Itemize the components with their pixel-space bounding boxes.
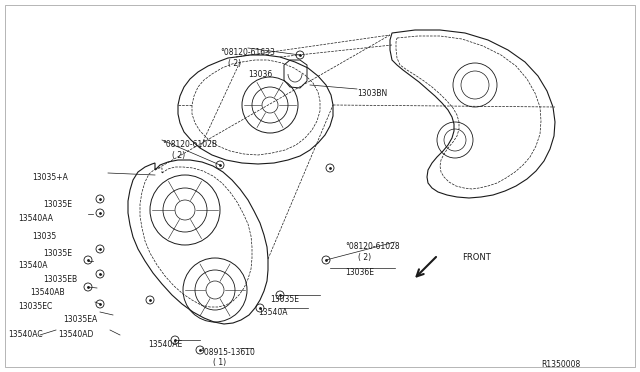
- Text: 13540AE: 13540AE: [148, 340, 182, 349]
- Text: 13035EB: 13035EB: [43, 275, 77, 284]
- Text: ( 2): ( 2): [358, 253, 371, 262]
- Text: 13035: 13035: [32, 232, 56, 241]
- Text: 13035E: 13035E: [270, 295, 299, 304]
- Text: °08120-61633: °08120-61633: [220, 48, 275, 57]
- Text: 13036: 13036: [248, 70, 272, 79]
- Text: °08120-6102B: °08120-6102B: [162, 140, 217, 149]
- Text: 13540AC: 13540AC: [8, 330, 43, 339]
- Text: ( 2): ( 2): [228, 59, 241, 68]
- Text: °08915-13610: °08915-13610: [200, 348, 255, 357]
- Text: 13540A: 13540A: [18, 261, 47, 270]
- Text: 13540A: 13540A: [258, 308, 287, 317]
- Text: 13540AD: 13540AD: [58, 330, 93, 339]
- Text: °08120-61028: °08120-61028: [345, 242, 399, 251]
- Text: FRONT: FRONT: [462, 253, 491, 262]
- Text: 13036E: 13036E: [345, 268, 374, 277]
- Text: ( 2): ( 2): [172, 151, 185, 160]
- Text: 13035EA: 13035EA: [63, 315, 97, 324]
- Text: 13035EC: 13035EC: [18, 302, 52, 311]
- Text: 13540AA: 13540AA: [18, 214, 53, 223]
- Text: ( 1): ( 1): [213, 358, 226, 367]
- Text: 1303BN: 1303BN: [357, 89, 387, 98]
- Text: 13540AB: 13540AB: [30, 288, 65, 297]
- Text: 13035E: 13035E: [43, 200, 72, 209]
- Text: 13035+A: 13035+A: [32, 173, 68, 182]
- Text: 13035E: 13035E: [43, 249, 72, 258]
- Text: R1350008: R1350008: [541, 360, 580, 369]
